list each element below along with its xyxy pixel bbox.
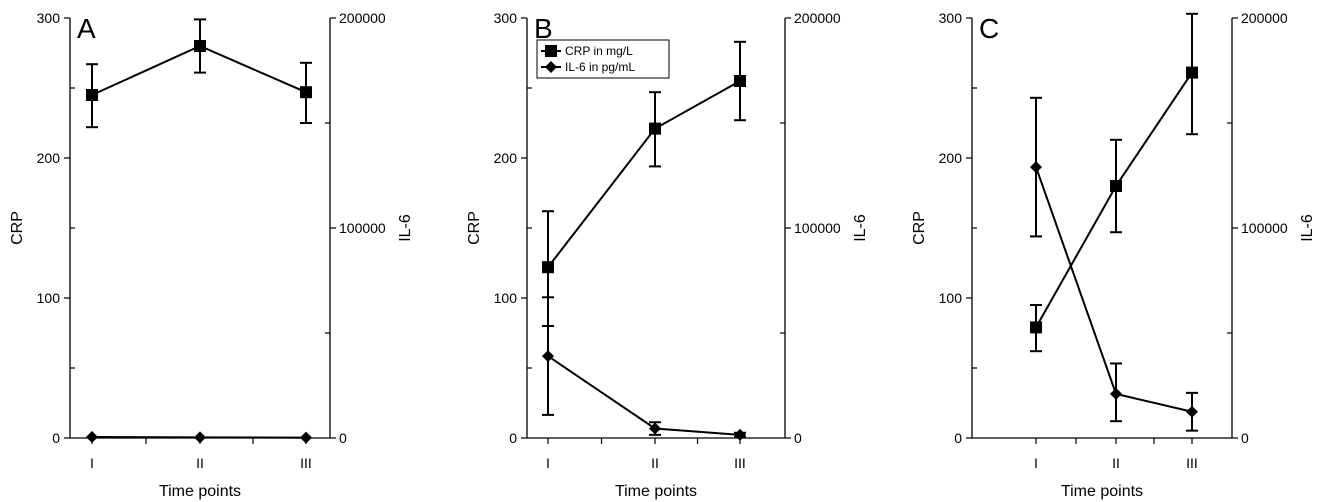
left-tick-label: 100 xyxy=(939,290,963,306)
data-point-square xyxy=(86,89,98,101)
x-tick-label: III xyxy=(734,455,746,471)
right-y-axis-title: IL-6 xyxy=(852,214,869,242)
legend-box xyxy=(536,39,670,79)
right-tick-label: 0 xyxy=(1241,430,1249,446)
left-y-axis-title: CRP xyxy=(911,211,928,245)
series-line-square xyxy=(1035,72,1193,328)
data-point-square xyxy=(542,261,554,274)
right-tick-label: 100000 xyxy=(1241,220,1288,236)
data-point-diamond xyxy=(542,350,554,363)
left-tick-label: 200 xyxy=(939,150,963,166)
panel-letter: C xyxy=(979,13,999,44)
left-tick-label: 300 xyxy=(939,10,963,26)
left-y-axis-title: CRP xyxy=(9,211,26,245)
right-y-axis-title: IL-6 xyxy=(397,214,414,242)
legend-label: CRP in mg/L xyxy=(565,44,633,58)
legend-marker-square xyxy=(545,45,557,57)
right-y-axis-title: IL-6 xyxy=(1299,214,1316,242)
x-tick-label: I xyxy=(546,455,550,471)
left-tick-label: 300 xyxy=(494,10,518,26)
data-point-diamond xyxy=(194,431,206,444)
x-axis-title: Time points xyxy=(1061,483,1143,500)
data-point-diamond xyxy=(1110,387,1122,400)
legend-label: IL-6 in pg/mL xyxy=(565,60,635,74)
right-tick-label: 200000 xyxy=(339,10,386,26)
data-point-diamond xyxy=(300,431,312,444)
right-tick-label: 100000 xyxy=(339,220,386,236)
left-tick-label: 300 xyxy=(37,10,61,26)
left-tick-label: 200 xyxy=(37,150,61,166)
series-line-diamond xyxy=(1035,166,1193,413)
panel-letter: A xyxy=(77,13,96,44)
x-tick-label: III xyxy=(1186,455,1198,471)
left-tick-label: 0 xyxy=(954,430,962,446)
left-tick-label: 0 xyxy=(509,430,517,446)
left-y-axis-title: CRP xyxy=(466,211,483,245)
left-tick-label: 100 xyxy=(494,290,518,306)
data-point-square xyxy=(194,40,206,52)
right-tick-label: 200000 xyxy=(794,10,841,26)
data-point-diamond xyxy=(649,422,661,435)
left-tick-label: 0 xyxy=(52,430,60,446)
right-tick-label: 200000 xyxy=(1241,10,1288,26)
data-point-square xyxy=(1110,180,1122,192)
data-point-diamond xyxy=(1186,405,1198,418)
x-tick-label: II xyxy=(651,455,659,471)
x-tick-label: I xyxy=(1034,455,1038,471)
data-point-square xyxy=(300,86,312,99)
legend-marker-diamond xyxy=(545,61,557,73)
data-point-diamond xyxy=(734,428,746,441)
right-tick-label: 100000 xyxy=(794,220,841,236)
left-tick-label: 200 xyxy=(494,150,518,166)
panel-letter: B xyxy=(534,13,553,44)
x-axis-title: Time points xyxy=(159,483,241,500)
x-tick-label: II xyxy=(1112,455,1120,471)
x-tick-label: III xyxy=(300,455,312,471)
data-point-square xyxy=(649,122,661,135)
data-point-diamond xyxy=(86,430,98,443)
x-tick-label: II xyxy=(196,455,204,471)
left-tick-label: 100 xyxy=(37,290,61,306)
data-point-square xyxy=(1030,321,1042,334)
series-line-square xyxy=(547,80,741,268)
data-point-square xyxy=(1186,66,1198,79)
data-point-square xyxy=(734,75,746,87)
data-point-diamond xyxy=(1030,161,1042,174)
x-axis-title: Time points xyxy=(615,483,697,500)
x-tick-label: I xyxy=(90,455,94,471)
legend: CRP in mg/L IL-6 in pg/mL xyxy=(536,39,670,79)
right-tick-label: 0 xyxy=(794,430,802,446)
series-line-diamond xyxy=(547,355,741,436)
right-tick-label: 0 xyxy=(339,430,347,446)
